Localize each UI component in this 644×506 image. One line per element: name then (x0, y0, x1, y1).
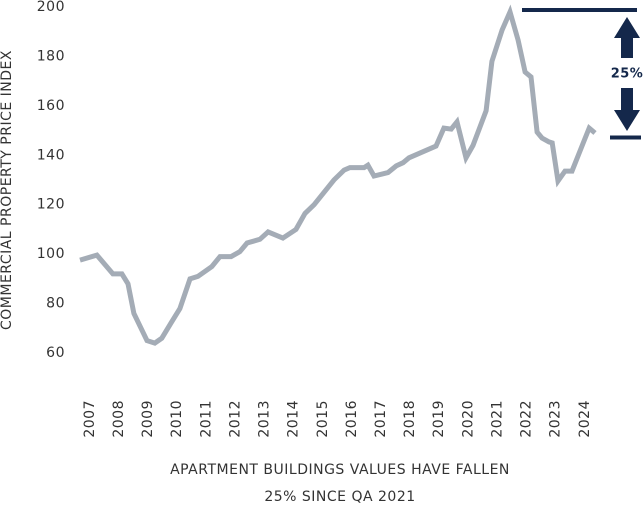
x-tick-label: 2012 (227, 400, 243, 438)
x-tick-label: 2019 (431, 400, 447, 438)
y-tick-label: 180 (37, 48, 65, 64)
y-axis-label: COMMERCIAL PROPERTY PRICE INDEX (0, 50, 15, 330)
x-tick-label: 2007 (82, 400, 98, 438)
x-tick-label: 2020 (460, 400, 476, 438)
x-tick-label: 2015 (315, 400, 331, 438)
y-tick-label: 200 (37, 0, 65, 15)
y-tick-label: 160 (37, 98, 65, 114)
x-tick-label: 2011 (198, 400, 214, 438)
caption-line: 25% SINCE QA 2021 (264, 489, 415, 505)
caption-line: APARTMENT BUILDINGS VALUES HAVE FALLEN (170, 462, 510, 478)
x-tick-label: 2010 (169, 400, 185, 438)
annotation-label: 25% (611, 67, 644, 82)
x-tick-label: 2024 (577, 400, 593, 438)
y-tick-label: 80 (46, 296, 65, 312)
x-tick-label: 2021 (489, 400, 505, 438)
y-tick-label: 140 (37, 147, 65, 163)
x-tick-label: 2013 (257, 400, 273, 438)
x-tick-label: 2018 (402, 400, 418, 438)
x-tick-label: 2009 (140, 400, 156, 438)
x-tick-label: 2016 (344, 400, 360, 438)
x-tick-label: 2017 (373, 400, 389, 438)
down-arrow (614, 88, 640, 131)
x-tick-label: 2022 (519, 400, 535, 438)
annotation-arrows (614, 17, 640, 131)
x-tick-label: 2014 (286, 400, 302, 438)
y-tick-label: 120 (37, 197, 65, 213)
y-tick-label: 100 (37, 246, 65, 262)
x-tick-label: 2008 (111, 400, 127, 438)
price-line (79, 4, 597, 346)
x-tick-label: 2023 (548, 400, 564, 438)
y-tick-label: 60 (46, 345, 65, 361)
up-arrow (614, 17, 640, 58)
